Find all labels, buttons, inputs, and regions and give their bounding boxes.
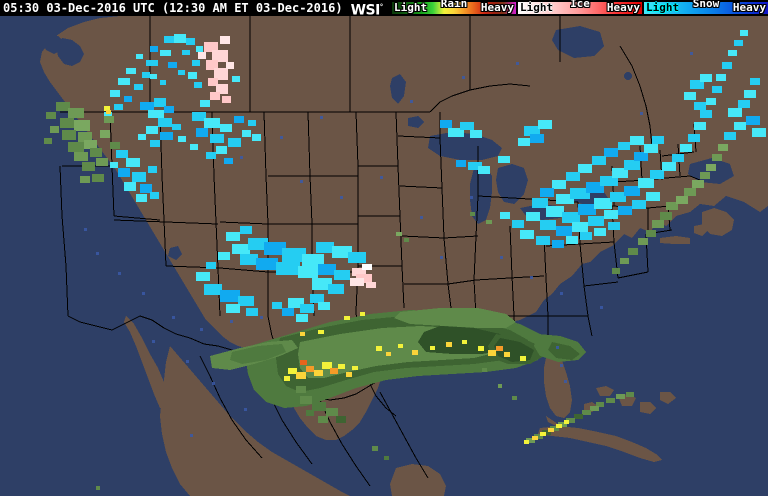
baja-california [124,316,170,414]
legend-snow-gradient [644,2,768,14]
legend-snow-kind-label: Snow [692,0,720,10]
radar-echo-snow-wyoming [190,112,261,164]
nova-scotia [702,208,734,236]
radar-echo-snow-pacific-northwest [104,34,195,117]
radar-echo-snow-northeast [500,30,766,248]
radar-echo-snow-northern-rockies [138,98,186,147]
wsi-logo-mark: ° [379,3,384,11]
cape-cod [694,224,708,236]
legend-rain-kind-label: Rain [440,0,468,10]
legend-rain-light-label: Light [394,1,428,15]
radar-echo-snow-panhandle [272,298,314,322]
radar-echo-rain-northeast-coast [612,144,728,274]
land-masses [40,16,768,496]
legend-ice-heavy-label: Heavy [606,1,641,15]
wsi-logo-text: WSI [350,2,381,19]
lake-superior [428,132,502,160]
legend-ice-light-label: Light [520,1,554,15]
florida-keys [546,416,564,426]
timestamp-label: 05:30 03-Dec-2016 UTC (12:30 AM ET 03-De… [3,1,343,15]
newfoundland [736,172,768,200]
radar-echo-rain-florida-straits [524,392,634,444]
radar-echo-rain-pacific-northwest [44,102,120,183]
radar-map-canvas[interactable] [0,16,768,496]
radar-echo-snow-oregon-idaho [110,150,159,202]
florida-peninsula [544,350,572,418]
great-salt-lake [168,246,182,260]
lake-huron [496,164,528,204]
legend-ice[interactable]: Light Ice Heavy [518,0,642,16]
north-america-landmass [40,16,768,440]
bc-coast-inlets [42,34,64,54]
legend-ice-gradient [518,2,642,14]
radar-echo-ice-kansas [350,264,376,288]
legend-snow-heavy-label: Heavy [732,1,767,15]
legend-rain-heavy-label: Heavy [480,1,515,15]
cuba [538,426,662,462]
legend-group: Light Rain Heavy Light Ice Heavy Light S… [390,0,768,16]
radar-echo-snow-great-lakes [440,120,552,174]
yucatan-peninsula [390,464,446,496]
legend-rain-gradient [392,2,516,14]
legend-ice-kind-label: Ice [570,0,590,10]
legend-snow[interactable]: Light Snow Heavy [644,0,768,16]
hudson-bay-inlet [552,26,604,58]
lake-winnipeg [390,74,406,104]
long-island [660,236,690,244]
wsi-logo: WSI° [350,0,384,19]
radar-echo-rain-southern-plains [210,308,586,423]
mexico-mainland [160,346,350,496]
small-lake-quebec [624,72,632,80]
radar-echo-rain-scattered-cells [96,212,517,490]
radar-echo-snow-colorado-kansas [196,226,366,316]
radar-echo-scattered-speckle [84,52,693,437]
lake-of-woods [408,116,424,128]
legend-rain[interactable]: Light Rain Heavy [392,0,516,16]
radar-echo-ice-british-columbia [188,36,240,107]
lake-michigan [470,166,492,224]
legend-snow-light-label: Light [646,1,680,15]
